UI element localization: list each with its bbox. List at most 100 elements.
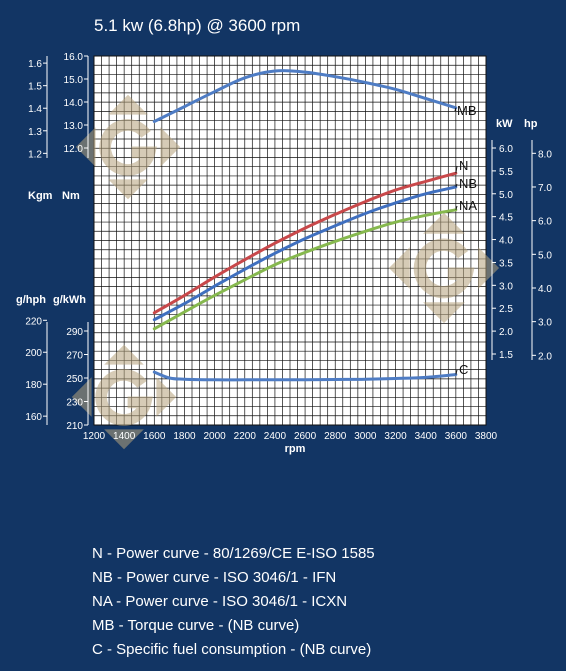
logo-arrow-left [75,127,96,167]
series-line-mb [152,69,458,123]
x-tick-label: 1200 [83,431,106,442]
hp-tick-label: 6.0 [538,217,552,228]
kgm-tick-label: 1.4 [28,104,42,115]
grid [93,55,487,426]
hp-tick-label: 4.0 [538,284,552,295]
x-tick-label: 2400 [264,431,287,442]
x-tick-label: 3800 [475,431,498,442]
series-line-na [152,208,458,331]
legend-item-n: N - Power curve - 80/1269/CE E-ISO 1585 [92,545,375,562]
kgm-axis-title: Kgm [28,190,53,202]
logo-arrow-right [156,377,177,417]
ghph-tick-label: 160 [25,412,42,423]
chart-title: 5.1 kw (6.8hp) @ 3600 rpm [94,16,301,35]
kw-tick-label: 4.0 [499,236,513,247]
nm-tick-label: 13.0 [64,121,84,132]
series-label-c: C [459,362,468,377]
x-tick-label: 1600 [143,431,166,442]
kgm-tick-label: 1.6 [28,59,42,70]
series-line-n [152,171,458,315]
gkwh-axis-title: g/kWh [53,294,86,306]
legend-item-na: NA - Power curve - ISO 3046/1 - ICXN [92,593,348,610]
series-label-leader-c [455,369,458,375]
nm-tick-label: 16.0 [64,52,84,63]
series-label-nb: NB [459,176,477,191]
kgm-tick-label: 1.5 [28,82,42,93]
kw-tick-label: 4.5 [499,213,513,224]
x-tick-label: 2600 [294,431,317,442]
x-tick-label: 3400 [415,431,438,442]
logo-arrow-left [71,377,92,417]
legend: N - Power curve - 80/1269/CE E-ISO 1585 … [92,544,375,664]
logo-arrow-right [160,127,181,167]
series-label-n: N [459,158,468,173]
hp-tick-label: 7.0 [538,183,552,194]
nm-axis-title: Nm [62,190,80,202]
g-diamond-logo-icon [71,344,177,450]
x-tick-label: 2800 [324,431,347,442]
ghph-tick-label: 180 [25,380,42,391]
ghph-tick-label: 220 [25,316,42,327]
kw-tick-label: 3.0 [499,281,513,292]
logo-arrow-left [388,247,410,289]
x-tick-label: 1400 [113,431,136,442]
gkwh-tick-label: 210 [66,421,83,432]
plot-border [93,55,487,426]
kw-axis-title: kW [496,118,513,130]
logo-g-letter [413,238,475,299]
g-diamond-logo-icon [388,212,500,324]
kw-tick-label: 3.5 [499,258,513,269]
kw-tick-label: 2.0 [499,327,513,338]
gkwh-tick-label: 270 [66,351,83,362]
x-tick-label: 2000 [203,431,226,442]
g-diamond-logo-icon [75,94,181,200]
x-axis-label: rpm [285,443,306,455]
kw-tick-label: 5.5 [499,167,513,178]
gkwh-tick-label: 230 [66,398,83,409]
series-line-nb [152,185,458,322]
hp-tick-label: 3.0 [538,318,552,329]
logo-arrow-bottom [108,179,148,200]
nm-tick-label: 14.0 [64,98,84,109]
series-label-leader-nb [455,183,458,188]
series-label-na: NA [459,198,477,213]
kw-tick-label: 1.5 [499,350,513,361]
nm-tick-label: 12.0 [64,144,84,155]
gkwh-tick-label: 250 [66,374,83,385]
x-tick-label: 3600 [445,431,468,442]
logo-arrow-bottom [104,429,144,450]
kw-tick-label: 2.5 [499,304,513,315]
hp-axis-title: hp [524,118,538,130]
legend-item-nb: NB - Power curve - ISO 3046/1 - IFN [92,569,337,586]
x-tick-label: 3000 [354,431,377,442]
series-line-c [152,370,458,382]
series-label-leader-mb [454,107,457,112]
ghph-tick-label: 200 [25,348,42,359]
logo-arrow-top [423,212,465,234]
logo-arrow-right [478,247,500,289]
logo-g-letter [99,119,157,176]
hp-tick-label: 2.0 [538,351,552,362]
nm-tick-label: 15.0 [64,75,84,86]
kw-tick-label: 6.0 [499,144,513,155]
legend-item-c: C - Specific fuel consumption - (NB curv… [92,641,372,658]
ghph-axis-title: g/hph [16,294,46,306]
logo-arrow-bottom [423,302,465,324]
x-tick-label: 1800 [173,431,196,442]
kgm-tick-label: 1.3 [28,127,42,138]
performance-chart: 1200 1400 1600 1800 2000 2200 2400 2600 2800 3000… [16,52,552,455]
hp-tick-label: 8.0 [538,149,552,160]
hp-tick-label: 5.0 [538,250,552,261]
series-label-leader-n [455,165,458,174]
legend-item-mb: MB - Torque curve - (NB curve) [92,617,300,634]
logo-arrow-top [104,344,144,365]
x-tick-label: 2200 [234,431,257,442]
kw-tick-label: 5.0 [499,190,513,201]
kgm-tick-label: 1.2 [28,149,42,160]
series-label-mb: MB [457,103,477,118]
x-tick-label: 3200 [384,431,407,442]
logo-g-letter [95,369,153,426]
logo-arrow-top [108,94,148,115]
gkwh-tick-label: 290 [66,327,83,338]
